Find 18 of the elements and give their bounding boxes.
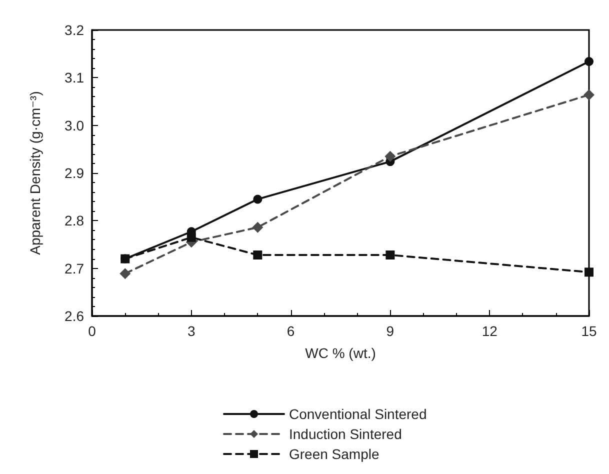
x-tick-label: 0 <box>88 323 96 339</box>
y-tick-label: 2.7 <box>64 260 84 276</box>
x-tick-label: 15 <box>581 323 597 339</box>
legend-label: Induction Sintered <box>289 426 402 442</box>
legend-label: Conventional Sintered <box>289 406 427 422</box>
y-tick-label: 3.1 <box>64 70 84 86</box>
y-tick-label: 2.6 <box>64 308 84 324</box>
legend-label: Green Sample <box>289 446 380 462</box>
x-axis-title: WC % (wt.) <box>305 345 376 361</box>
x-tick-label: 3 <box>188 323 196 339</box>
y-tick-label: 3.0 <box>64 117 84 134</box>
y-tick-label: 2.8 <box>64 212 84 229</box>
x-tick-label: 12 <box>482 323 498 339</box>
y-tick-label: 2.9 <box>64 165 84 181</box>
x-tick-label: 6 <box>286 323 295 339</box>
x-tick-label: 9 <box>386 323 394 339</box>
y-tick-label: 3.2 <box>64 22 84 38</box>
y-axis-title: Apparent Density (g·cm⁻³) <box>27 91 43 255</box>
